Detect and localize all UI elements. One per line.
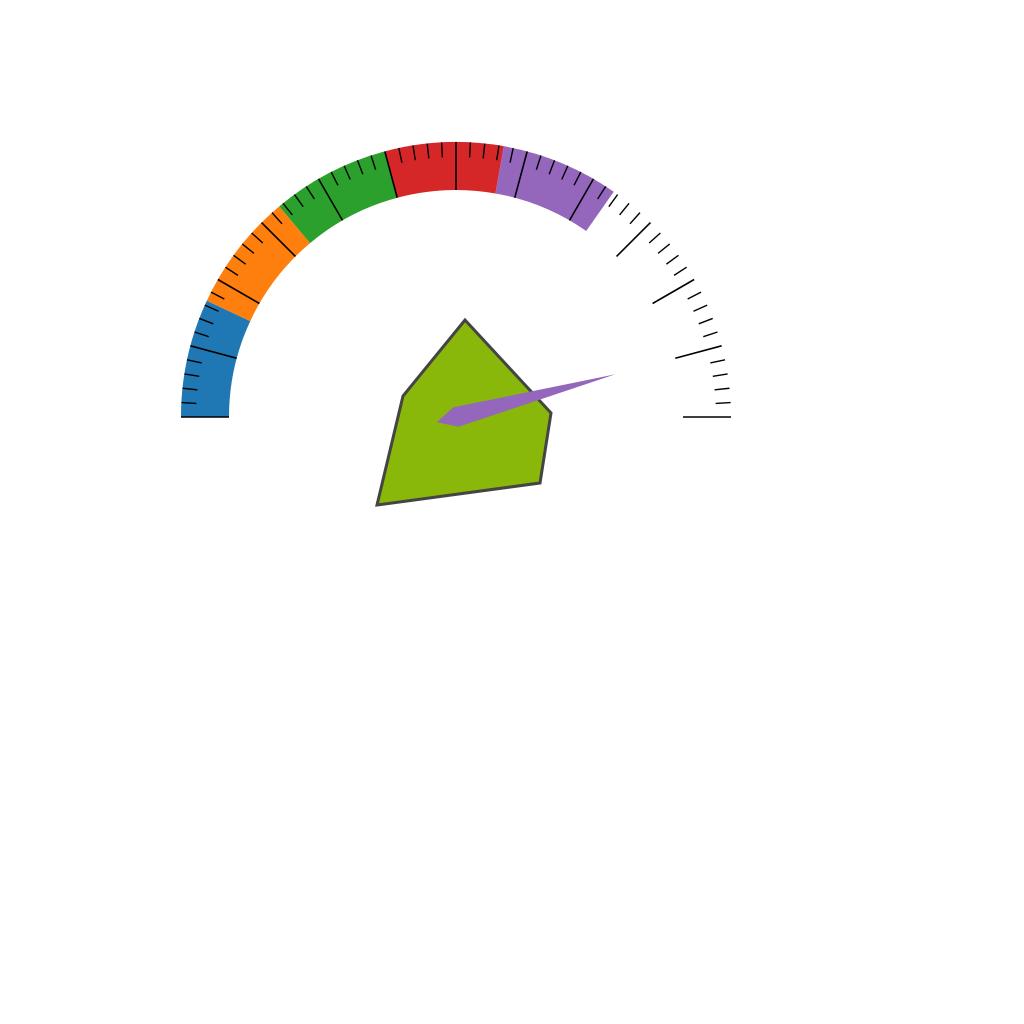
minor-tick bbox=[674, 267, 687, 275]
major-tick bbox=[675, 346, 721, 358]
minor-tick bbox=[694, 305, 708, 311]
minor-tick bbox=[699, 318, 713, 323]
gauge-bands bbox=[181, 142, 614, 417]
major-tick bbox=[653, 280, 695, 304]
minor-tick bbox=[470, 142, 471, 157]
minor-tick bbox=[703, 332, 717, 337]
minor-tick bbox=[666, 255, 678, 264]
minor-tick bbox=[710, 360, 725, 363]
minor-tick bbox=[181, 403, 196, 404]
minor-tick bbox=[620, 203, 629, 215]
minor-tick bbox=[630, 213, 640, 224]
gauge-band-4 bbox=[385, 142, 504, 198]
minor-tick bbox=[649, 233, 660, 243]
minor-tick bbox=[713, 374, 728, 376]
minor-tick bbox=[442, 142, 443, 157]
minor-tick bbox=[716, 403, 731, 404]
minor-tick bbox=[658, 244, 670, 253]
minor-tick bbox=[715, 388, 730, 390]
minor-tick bbox=[688, 292, 701, 299]
gauge-band-1 bbox=[181, 301, 250, 417]
gauge-band-5 bbox=[495, 146, 613, 231]
major-tick bbox=[617, 223, 651, 257]
